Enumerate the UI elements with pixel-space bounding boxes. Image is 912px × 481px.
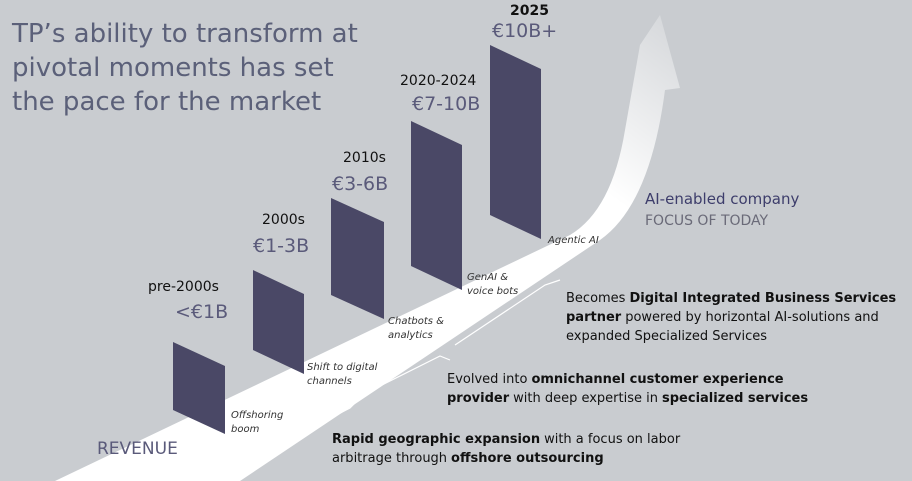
description-segment: Digital Integrated Business Services <box>629 291 896 306</box>
era-revenue: €1-3B <box>253 235 309 257</box>
description-segment: Evolved into <box>447 372 527 387</box>
description-segment: omnichannel customer experience <box>531 372 783 387</box>
era-caption: Shift to digital channels <box>307 362 378 387</box>
description-segment: partner <box>566 310 622 325</box>
era-period: 2025 <box>510 3 549 19</box>
era-bar <box>490 45 541 239</box>
brackets <box>244 279 561 463</box>
caption-line: channels <box>307 376 352 387</box>
title-line: TP’s ability to transform at <box>11 19 358 49</box>
era-revenue: €7-10B <box>412 93 480 115</box>
caption-line: Shift to digital <box>307 362 378 373</box>
focus-label: AI-enabled company <box>645 190 799 208</box>
description: Becomes Digital Integrated Business Servi… <box>566 291 896 344</box>
era-period: pre-2000s <box>148 279 219 295</box>
era-period: 2010s <box>343 150 386 166</box>
ribbon <box>55 15 680 481</box>
era-revenue: €10B+ <box>492 20 557 42</box>
caption-line: voice bots <box>467 286 518 297</box>
era-revenue: <€1B <box>175 301 228 323</box>
description: Evolved into omnichannel customer experie… <box>447 372 808 406</box>
focus-sublabel: FOCUS OF TODAY <box>645 213 769 229</box>
era-caption: Agentic AI <box>547 235 599 246</box>
era-period: 2000s <box>262 212 305 228</box>
description: Rapid geographic expansion with a focus o… <box>332 432 681 466</box>
era-revenue: €3-6B <box>332 173 388 195</box>
era-bar <box>173 342 225 434</box>
era-bar <box>331 198 384 319</box>
axis-label: REVENUE <box>97 439 178 459</box>
era-caption: Offshoring boom <box>231 410 283 435</box>
description-segment: arbitrage through <box>332 451 447 466</box>
description-segment: expanded Specialized Services <box>566 329 767 344</box>
description-segment: provider <box>447 391 510 406</box>
title-line: the pace for the market <box>12 87 321 117</box>
description-segment: with a focus on labor <box>544 432 681 447</box>
caption-line: analytics <box>388 330 433 341</box>
caption-line: GenAI & <box>467 272 508 283</box>
era-bar <box>411 121 462 290</box>
era-period: 2020-2024 <box>400 73 476 89</box>
description-segment: offshore outsourcing <box>451 451 604 466</box>
era-caption: Chatbots & analytics <box>388 316 444 341</box>
caption-line: Offshoring <box>231 410 283 421</box>
title-line: pivotal moments has set <box>12 53 334 83</box>
era-caption: GenAI & voice bots <box>467 272 518 297</box>
bars <box>173 45 541 434</box>
description-segment: powered by horizontal AI-solutions and <box>625 310 879 325</box>
description-segment: with deep expertise in <box>513 391 658 406</box>
caption-line: Agentic AI <box>547 235 599 246</box>
description-segment: specialized services <box>662 391 808 406</box>
caption-line: boom <box>231 424 260 435</box>
description-segment: Becomes <box>566 291 626 306</box>
era-bar <box>253 270 304 374</box>
title: TP’s ability to transform at pivotal mome… <box>11 19 358 117</box>
caption-line: Chatbots & <box>388 316 444 327</box>
description-segment: Rapid geographic expansion <box>332 432 540 447</box>
